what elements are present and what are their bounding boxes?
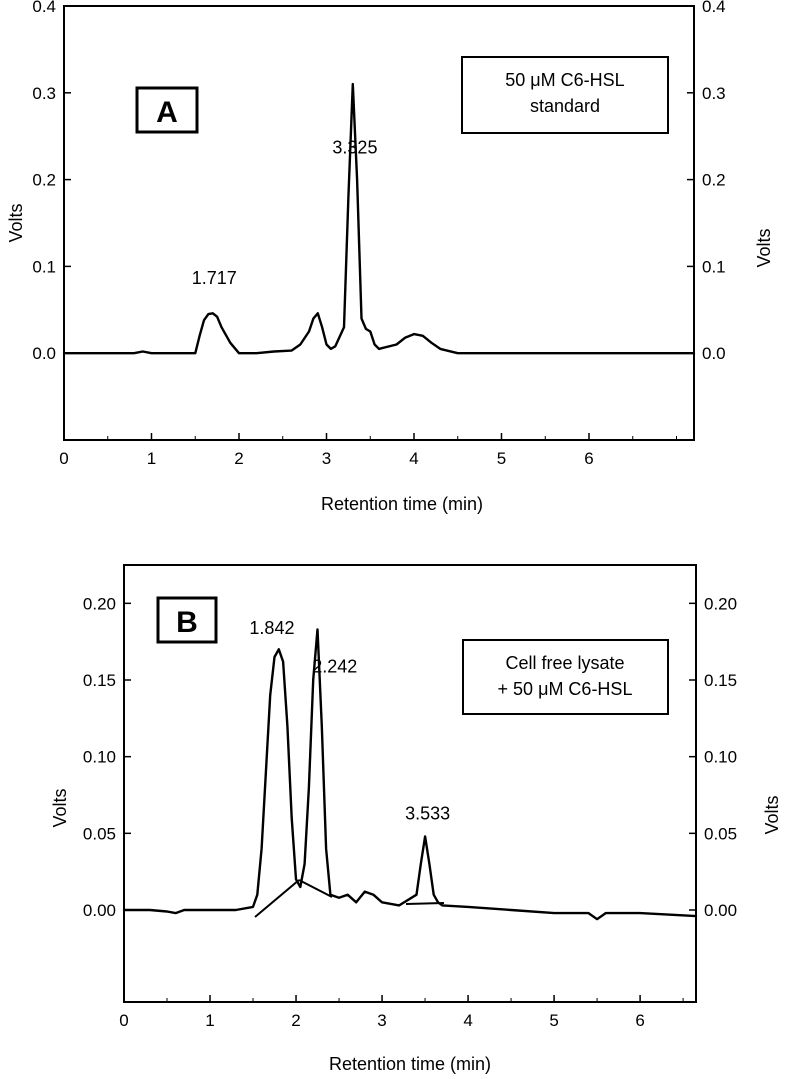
panel-b-peak-labels: 1.842 2.242 3.533 bbox=[249, 618, 450, 824]
panel-b-y-tick-label-right: 0.00 bbox=[704, 901, 737, 920]
panel-b: 0 1 2 3 4 5 6 0.00 0.05 0.10 0.15 0.20 0.00 0.05 0.10 0… bbox=[50, 564, 782, 1074]
panel-a-y-tick-label-left: 0.3 bbox=[32, 84, 56, 103]
panel-b-y-tick-label-left: 0.20 bbox=[83, 594, 116, 613]
panel-b-baseline-mark-1 bbox=[254, 879, 300, 918]
panel-a-y-tick-label-left: 0.1 bbox=[32, 257, 56, 276]
panel-b-y-tick-label-right: 0.05 bbox=[704, 824, 737, 843]
panel-b-x-tick-label: 1 bbox=[205, 1011, 214, 1030]
panel-b-legend-box bbox=[462, 639, 669, 715]
panel-b-x-tick-label: 5 bbox=[549, 1011, 558, 1030]
panel-a-legend-box bbox=[461, 56, 669, 134]
panel-a-x-tick-label: 2 bbox=[234, 449, 243, 468]
panel-a-ticks: 0 1 2 3 4 5 6 0.0 0.1 0.2 0.3 0.4 0.0 0.1 0.2 0.3 0.4 bbox=[32, 0, 725, 468]
panel-b-x-axis-label: Retention time (min) bbox=[329, 1054, 491, 1074]
panel-a-x-tick-label: 4 bbox=[409, 449, 418, 468]
panel-a-x-tick-label: 6 bbox=[584, 449, 593, 468]
panel-a-y-tick-label-right: 0.2 bbox=[702, 171, 726, 190]
panel-a-x-tick-label: 0 bbox=[59, 449, 68, 468]
panel-a-x-tick-label: 5 bbox=[497, 449, 506, 468]
panel-b-y-tick-label-right: 0.10 bbox=[704, 748, 737, 767]
panel-a: 0 1 2 3 4 5 60.00.10.20.30.40.00.10.20.30.4 A … bbox=[6, 0, 774, 514]
panel-a-plot-frame bbox=[63, 5, 695, 441]
panel-b-y-tick-label-left: 0.10 bbox=[83, 748, 116, 767]
panel-a-y-tick-label-left: 0.2 bbox=[32, 171, 56, 190]
panel-a-label: A bbox=[156, 96, 178, 129]
panel-b-baseline-mark-3 bbox=[405, 902, 445, 905]
panel-b-label: B bbox=[176, 606, 198, 639]
panel-a-y-tick-label-left: 0.0 bbox=[32, 344, 56, 363]
panel-a-peak-labels: 1.717 3.325 bbox=[192, 138, 378, 288]
panel-b-ticks: 0 1 2 3 4 5 6 0.00 0.05 0.10 0.15 0.20 0.00 0.05 0.10 0… bbox=[83, 594, 737, 1030]
panel-a-peak-label: 1.717 bbox=[192, 268, 237, 288]
panel-a-x-axis-label: Retention time (min) bbox=[321, 494, 483, 514]
panel-b-chromatogram-trace bbox=[122, 628, 698, 921]
panel-b-x-tick-label: 6 bbox=[635, 1011, 644, 1030]
panel-a-peak-label: 3.325 bbox=[332, 138, 377, 158]
panel-a-y-axis-label-left: Volts bbox=[6, 203, 26, 242]
panel-b-plot-frame bbox=[123, 564, 697, 1003]
panel-b-y-axis-label-left: Volts bbox=[50, 788, 70, 827]
panel-a-y-tick-label-right: 0.3 bbox=[702, 84, 726, 103]
panel-b-y-tick-label-right: 0.15 bbox=[704, 671, 737, 690]
panel-b-y-tick-label-left: 0.15 bbox=[83, 671, 116, 690]
panel-a-chromatogram-trace bbox=[62, 82, 696, 355]
panel-b-peak-label: 1.842 bbox=[249, 618, 294, 638]
panel-a-x-tick-label: 1 bbox=[147, 449, 156, 468]
panel-b-legend-line-1: Cell free lysate bbox=[505, 653, 624, 673]
panel-b-x-tick-label: 3 bbox=[377, 1011, 386, 1030]
panel-a-label-box bbox=[135, 86, 199, 134]
panel-a-y-tick-label-right: 0.0 bbox=[702, 344, 726, 363]
panel-b-x-tick-label: 0 bbox=[119, 1011, 128, 1030]
panel-b-x-tick-label: 2 bbox=[291, 1011, 300, 1030]
panel-b-peak-label: 2.242 bbox=[312, 656, 357, 676]
panel-a-x-tick-label: 3 bbox=[322, 449, 331, 468]
panel-b-legend-line-2: + 50 μM C6-HSL bbox=[498, 679, 633, 699]
panel-a-y-tick-label-left: 0.4 bbox=[32, 0, 56, 16]
panel-b-y-tick-label-left: 0.05 bbox=[83, 824, 116, 843]
panel-b-y-tick-label-left: 0.00 bbox=[83, 901, 116, 920]
panel-b-y-tick-label-right: 0.20 bbox=[704, 594, 737, 613]
panel-b-peak-label: 3.533 bbox=[405, 804, 450, 824]
panel-b-x-tick-label: 4 bbox=[463, 1011, 472, 1030]
panel-b-baseline-mark-2 bbox=[298, 879, 333, 898]
panel-a-y-tick-label-right: 0.1 bbox=[702, 257, 726, 276]
panel-a-legend-line-1: 50 μM C6-HSL bbox=[505, 70, 624, 90]
panel-a-legend-line-2: standard bbox=[530, 96, 600, 116]
panel-b-label-box bbox=[156, 596, 218, 644]
panel-a-y-tick-label-right: 0.4 bbox=[702, 0, 726, 16]
panel-a-y-axis-label-right: Volts bbox=[754, 228, 774, 267]
panel-b-y-axis-label-right: Volts bbox=[762, 795, 782, 834]
